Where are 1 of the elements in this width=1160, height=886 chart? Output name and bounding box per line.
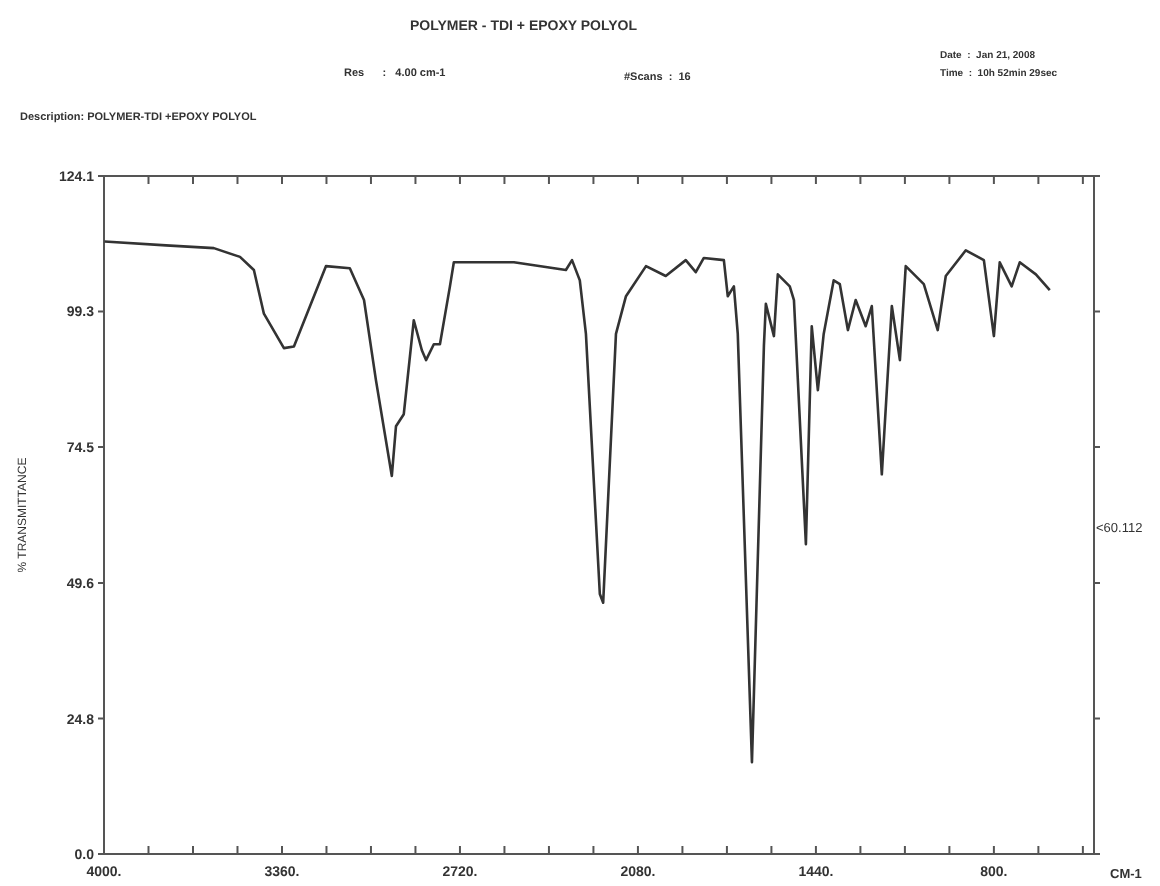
line-series [103, 240, 1052, 764]
